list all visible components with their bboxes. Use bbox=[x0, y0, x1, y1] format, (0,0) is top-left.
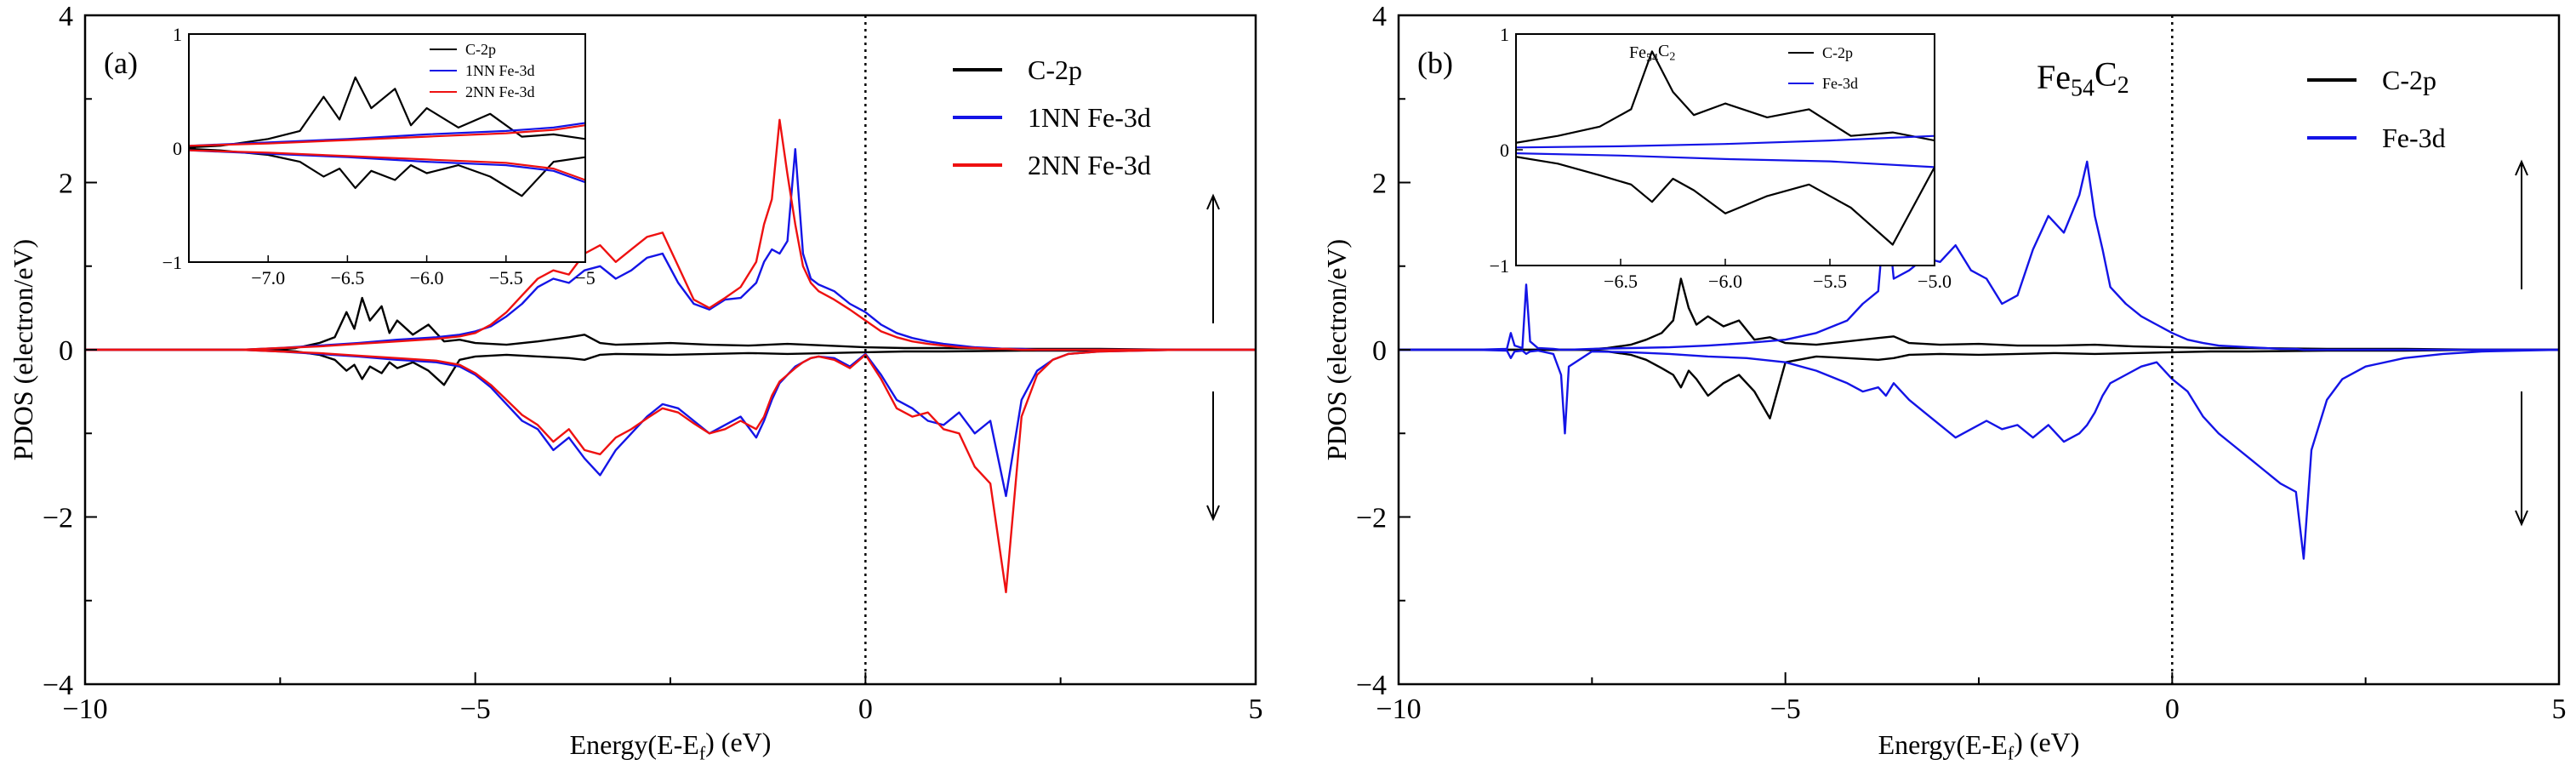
x-tick-label: 5 bbox=[2552, 694, 2567, 725]
panel-label: (b) bbox=[1417, 46, 1453, 80]
series-fe-3d-spin-up bbox=[1399, 160, 2559, 351]
inset-y-tick-label: 0 bbox=[173, 138, 182, 159]
x-axis-label: Energy(E-Ef) (eV) bbox=[570, 727, 772, 764]
inset-x-tick-label: −6.0 bbox=[410, 267, 444, 288]
inset-x-tick-label: −6.5 bbox=[1604, 271, 1638, 292]
legend-label: Fe-3d bbox=[2382, 123, 2446, 153]
inset-series-c-2p-spin-down bbox=[1516, 156, 1935, 246]
spin-down-arrow-head bbox=[1206, 505, 1220, 522]
y-tick-label: 2 bbox=[59, 168, 73, 200]
inset-background bbox=[1516, 34, 1935, 266]
x-tick-label: 0 bbox=[2165, 694, 2180, 725]
inset-legend-label: Fe-3d bbox=[1822, 75, 1858, 92]
x-tick-label: −10 bbox=[62, 694, 107, 725]
inset-x-tick-label: −5.5 bbox=[489, 267, 523, 288]
series-1nn-fe-3d-spin-down bbox=[85, 348, 1256, 498]
inset-legend-label: C-2p bbox=[465, 41, 496, 58]
y-tick-label: 4 bbox=[1372, 1, 1387, 32]
inset-x-tick-label: −5.0 bbox=[1918, 271, 1952, 292]
y-tick-label: 4 bbox=[59, 1, 73, 32]
series-c-2p-spin-up bbox=[85, 296, 1256, 351]
spin-up-arrow-head bbox=[1206, 193, 1220, 210]
x-tick-label: −5 bbox=[460, 694, 491, 725]
inset-y-tick-label: −1 bbox=[1490, 255, 1509, 277]
composition-annotation: Fe54C2 bbox=[2037, 54, 2129, 101]
panel-label: (a) bbox=[104, 46, 138, 80]
x-tick-label: 0 bbox=[858, 694, 873, 725]
spin-up-arrow-head bbox=[2515, 159, 2528, 176]
series-2nn-fe-3d-spin-up bbox=[85, 118, 1256, 351]
inset-legend-label: C-2p bbox=[1822, 44, 1853, 61]
series-c-2p-spin-up bbox=[1399, 277, 2559, 351]
inset-legend-label: 1NN Fe-3d bbox=[465, 62, 535, 79]
inset-x-tick-label: −6.0 bbox=[1708, 271, 1742, 292]
y-axis-label: PDOS (electron/eV) bbox=[1321, 239, 1352, 460]
y-tick-label: 0 bbox=[59, 335, 73, 367]
legend-label: 1NN Fe-3d bbox=[1028, 102, 1151, 133]
series-fe-3d-spin-down bbox=[1399, 348, 2560, 560]
inset-x-tick-label: −6.5 bbox=[330, 267, 364, 288]
inset-series-c-2p-spin-down bbox=[189, 147, 585, 197]
inset-plot bbox=[189, 76, 585, 197]
y-tick-label: −2 bbox=[43, 503, 73, 534]
inset-title: Fe54C2 bbox=[1629, 42, 1675, 65]
x-tick-label: −10 bbox=[1376, 694, 1421, 725]
inset: −7.0 −6.5 −6.0 −5.5 −5 −1 0 1 C-2p 1NN Fe-3d 2NN F… bbox=[162, 24, 596, 288]
inset-x-tick-label: −5.5 bbox=[1813, 271, 1847, 292]
inset-y-tick-label: −1 bbox=[162, 252, 182, 273]
x-axis-label: Energy(E-Ef) (eV) bbox=[1878, 727, 2080, 764]
x-tick-label: 5 bbox=[1249, 694, 1263, 725]
inset-plot bbox=[1516, 50, 1935, 246]
inset-x-tick-label: −5 bbox=[575, 267, 595, 288]
inset-y-tick-label: 1 bbox=[173, 24, 182, 45]
series-2nn-fe-3d-spin-down bbox=[85, 348, 1256, 594]
spin-down-arrow-head bbox=[2515, 510, 2528, 527]
series-c-2p-spin-down bbox=[85, 348, 1256, 386]
y-tick-label: 2 bbox=[1372, 168, 1387, 200]
inset-y-tick-label: 0 bbox=[1500, 140, 1509, 161]
y-tick-label: −2 bbox=[1356, 503, 1387, 534]
series-c-2p-spin-down bbox=[1399, 348, 2559, 420]
legend-label: C-2p bbox=[2382, 65, 2436, 95]
legend-label: C-2p bbox=[1028, 54, 1082, 85]
inset-background bbox=[189, 34, 585, 262]
inset-x-tick-label: −7.0 bbox=[251, 267, 285, 288]
y-tick-label: 0 bbox=[1372, 335, 1387, 367]
legend-label: 2NN Fe-3d bbox=[1028, 150, 1151, 180]
inset-series-c-2p-spin-up bbox=[1516, 50, 1935, 144]
inset-series-c-2p-spin-up bbox=[189, 76, 585, 149]
inset: −6.5 −6.0 −5.5 −5.0 −1 0 1 Fe54C2 C-2p Fe-3d bbox=[1490, 24, 1952, 292]
y-axis-label: PDOS (electron/eV) bbox=[8, 239, 38, 460]
inset-y-tick-label: 1 bbox=[1500, 24, 1509, 45]
inset-legend-label: 2NN Fe-3d bbox=[465, 83, 535, 100]
y-tick-label: −4 bbox=[1356, 670, 1387, 701]
y-tick-label: −4 bbox=[43, 670, 73, 701]
x-tick-label: −5 bbox=[1770, 694, 1801, 725]
